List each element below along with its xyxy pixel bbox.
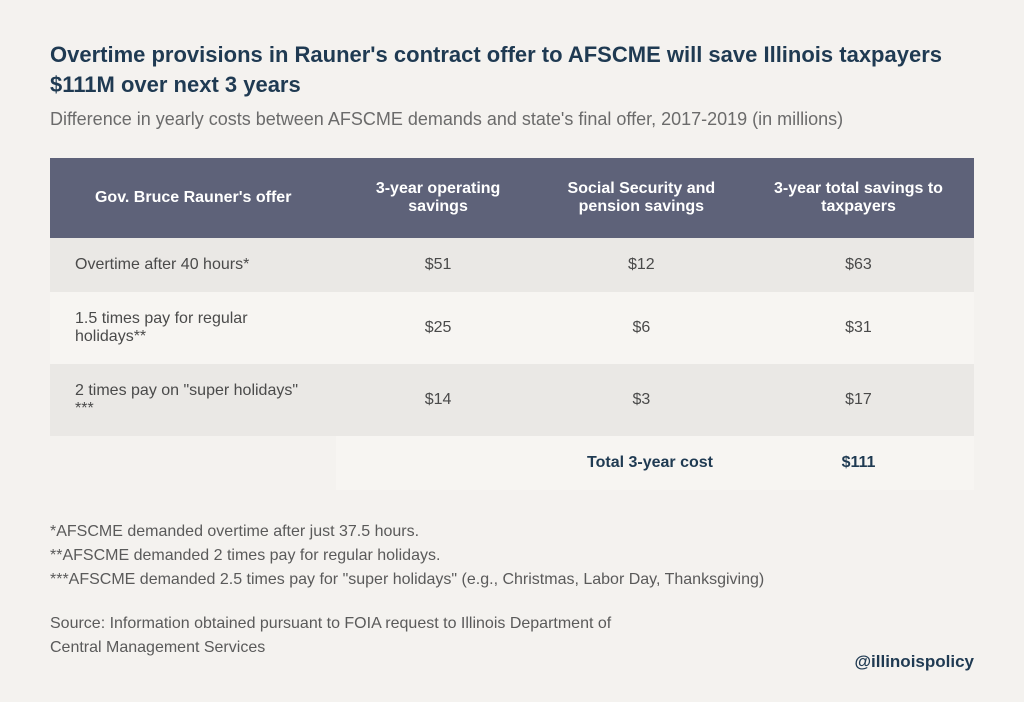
total-empty-cell (336, 436, 539, 490)
header-ss-pension: Social Security and pension savings (540, 158, 743, 238)
page-subtitle: Difference in yearly costs between AFSCM… (50, 107, 974, 132)
row-ss-pension: $12 (540, 238, 743, 292)
table-row: 1.5 times pay for regular holidays** $25… (50, 292, 974, 364)
attribution: @illinoispolicy (854, 652, 974, 672)
row-operating: $25 (336, 292, 539, 364)
header-total: 3-year total savings to taxpayers (743, 158, 974, 238)
savings-table: Gov. Bruce Rauner's offer 3-year operati… (50, 158, 974, 490)
page-title: Overtime provisions in Rauner's contract… (50, 40, 974, 99)
row-operating: $51 (336, 238, 539, 292)
row-ss-pension: $3 (540, 364, 743, 436)
table-total-row: Total 3-year cost $111 (50, 436, 974, 490)
footnote-2: **AFSCME demanded 2 times pay for regula… (50, 544, 974, 568)
source-line-2: Central Management Services (50, 636, 974, 660)
footnote-3: ***AFSCME demanded 2.5 times pay for "su… (50, 568, 974, 592)
header-operating: 3-year operating savings (336, 158, 539, 238)
table-header-row: Gov. Bruce Rauner's offer 3-year operati… (50, 158, 974, 238)
total-label: Total 3-year cost (540, 436, 743, 490)
row-ss-pension: $6 (540, 292, 743, 364)
row-total: $17 (743, 364, 974, 436)
row-label: 2 times pay on "super holidays" *** (50, 364, 336, 436)
savings-table-container: Gov. Bruce Rauner's offer 3-year operati… (50, 158, 974, 490)
footnote-1: *AFSCME demanded overtime after just 37.… (50, 520, 974, 544)
total-value: $111 (743, 436, 974, 490)
row-total: $31 (743, 292, 974, 364)
total-empty-cell (50, 436, 336, 490)
header-offer: Gov. Bruce Rauner's offer (50, 158, 336, 238)
source-line-1: Source: Information obtained pursuant to… (50, 612, 974, 636)
table-row: 2 times pay on "super holidays" *** $14 … (50, 364, 974, 436)
row-operating: $14 (336, 364, 539, 436)
source: Source: Information obtained pursuant to… (50, 612, 974, 660)
row-total: $63 (743, 238, 974, 292)
row-label: 1.5 times pay for regular holidays** (50, 292, 336, 364)
table-row: Overtime after 40 hours* $51 $12 $63 (50, 238, 974, 292)
footnotes: *AFSCME demanded overtime after just 37.… (50, 520, 974, 592)
row-label: Overtime after 40 hours* (50, 238, 336, 292)
